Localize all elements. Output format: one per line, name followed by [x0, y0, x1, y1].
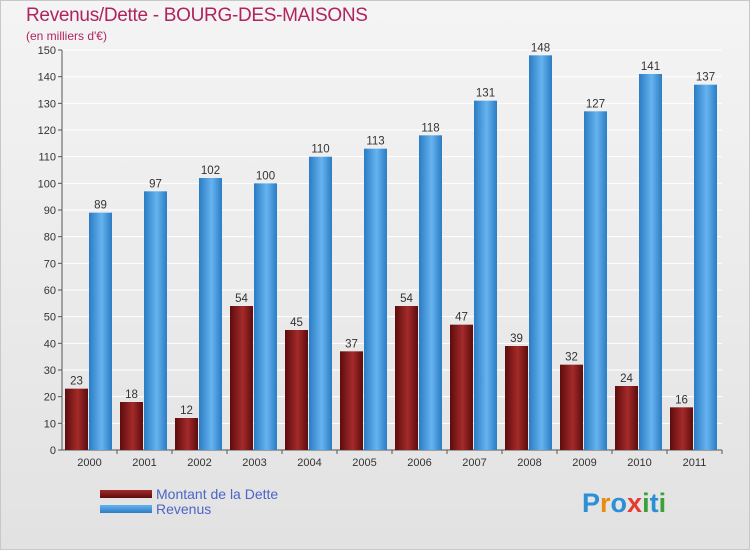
bar-dette	[670, 407, 693, 450]
logo-letter: o	[610, 488, 628, 518]
legend: Montant de la Dette Revenus	[100, 485, 279, 517]
data-label-revenus: 141	[641, 61, 660, 73]
bar-revenus	[419, 135, 442, 451]
y-tick-label: 0	[50, 445, 56, 457]
proxiti-logo: Proxiti	[582, 488, 666, 519]
x-tick-label: 2002	[187, 457, 211, 469]
bar-dette	[395, 306, 418, 450]
data-label-dette: 47	[455, 312, 468, 324]
x-tick-label: 2006	[407, 457, 431, 469]
bar-dette	[120, 402, 143, 450]
data-label-revenus: 118	[421, 122, 439, 134]
data-label-dette: 39	[510, 333, 523, 345]
data-label-dette: 16	[675, 394, 688, 406]
bars	[65, 55, 717, 451]
legend-item-dette: Montant de la Dette	[100, 485, 279, 502]
data-label-dette: 37	[345, 338, 358, 350]
bar-revenus	[639, 74, 662, 450]
chart-title: Revenus/Dette - BOURG-DES-MAISONS	[26, 5, 368, 26]
y-tick-label: 110	[38, 152, 56, 164]
y-tick-label: 20	[44, 392, 56, 404]
data-label-revenus: 131	[476, 88, 495, 100]
bar-dette	[340, 351, 363, 450]
legend-swatch-dette	[100, 489, 152, 498]
logo-letter: P	[582, 488, 601, 518]
chart-subtitle: (en milliers d'€)	[26, 29, 107, 43]
data-label-dette: 45	[290, 317, 303, 329]
y-tick-label: 140	[38, 72, 56, 84]
bar-revenus	[584, 111, 607, 450]
data-label-revenus: 113	[366, 136, 384, 148]
bar-revenus	[309, 156, 332, 450]
data-labels: 23 89 18 97 12 102 54 100 45 110 37 113 54 118 47 131 39…	[70, 42, 715, 417]
data-label-dette: 12	[180, 405, 193, 417]
bar-revenus	[254, 183, 277, 451]
data-label-revenus: 148	[531, 42, 550, 54]
y-tick-label: 130	[38, 98, 56, 110]
data-label-revenus: 110	[311, 144, 329, 156]
bar-dette	[285, 330, 308, 450]
y-tick-label: 90	[44, 205, 56, 217]
y-tick-label: 10	[44, 418, 56, 430]
bar-dette	[175, 418, 198, 450]
x-tick-label: 2005	[352, 457, 376, 469]
x-tick-label: 2001	[132, 457, 156, 469]
data-label-dette: 23	[70, 376, 83, 388]
y-tick-label: 70	[44, 258, 56, 270]
x-tick-label: 2008	[517, 457, 541, 469]
data-label-dette: 32	[565, 352, 578, 364]
logo-letter: i	[658, 488, 667, 518]
y-tick-label: 30	[44, 365, 56, 377]
x-tick-label: 2004	[297, 457, 321, 469]
x-tick-label: 2000	[77, 457, 101, 469]
y-tick-label: 150	[38, 45, 56, 57]
bar-revenus	[199, 178, 222, 450]
bar-dette	[230, 306, 253, 450]
logo-letter: x	[627, 488, 643, 518]
data-label-dette: 24	[620, 373, 633, 385]
bar-revenus	[529, 55, 552, 450]
y-tick-label: 50	[44, 312, 56, 324]
bar-revenus	[89, 212, 112, 450]
bar-dette	[505, 346, 528, 450]
data-label-dette: 54	[235, 293, 248, 305]
legend-swatch-revenus	[100, 504, 152, 513]
y-tick-label: 80	[44, 232, 56, 244]
data-label-revenus: 97	[149, 178, 162, 190]
legend-item-revenus: Revenus	[100, 500, 278, 517]
data-label-revenus: 100	[256, 170, 275, 182]
x-tick-label: 2010	[627, 457, 651, 469]
y-tick-label: 100	[38, 178, 56, 190]
y-tick-label: 120	[38, 125, 56, 137]
legend-label-revenus: Revenus	[156, 500, 212, 517]
y-tick-label: 40	[44, 338, 56, 350]
logo-letter: r	[600, 488, 611, 518]
x-tick-label: 2009	[572, 457, 596, 469]
bar-revenus	[364, 148, 387, 450]
bar-revenus	[144, 191, 167, 451]
gridlines	[62, 49, 722, 451]
y-tick-label: 60	[44, 285, 56, 297]
data-label-revenus: 89	[94, 200, 107, 212]
data-label-revenus: 137	[696, 72, 715, 84]
bar-revenus	[474, 100, 497, 451]
bar-dette	[65, 388, 88, 450]
logo-letter: t	[649, 488, 659, 518]
x-tick-label: 2007	[462, 457, 486, 469]
data-label-dette: 54	[400, 293, 413, 305]
bar-revenus	[694, 84, 717, 451]
data-label-dette: 18	[125, 389, 138, 401]
bar-dette	[450, 324, 473, 450]
legend-label-dette: Montant de la Dette	[156, 485, 279, 502]
x-tick-label: 2011	[683, 457, 707, 469]
data-label-revenus: 127	[586, 98, 605, 110]
bar-dette	[560, 364, 583, 450]
bar-dette	[615, 386, 638, 450]
logo-letter: i	[642, 488, 650, 518]
x-tick-label: 2003	[242, 457, 266, 469]
data-label-revenus: 102	[201, 165, 220, 177]
axes: 0 10 20 30 40 50 60 70 80 90 100 110 120 130 140 150 200…	[38, 45, 723, 469]
